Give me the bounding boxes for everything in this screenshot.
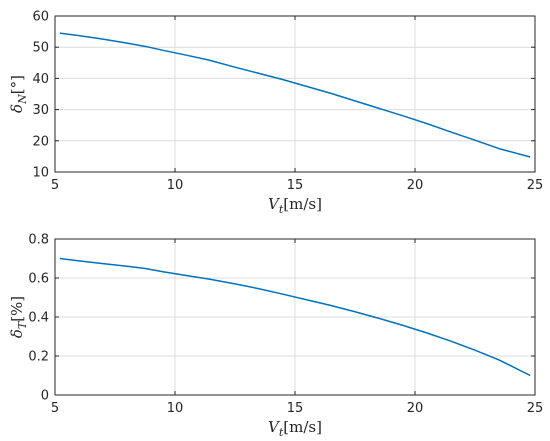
y-tick-label: 0.4	[28, 311, 49, 326]
y-tick-label: 60	[32, 10, 49, 25]
y-axis-label: δT[%]	[8, 296, 29, 338]
x-tick-label: 20	[407, 178, 424, 193]
axis-label-symbol: δ	[8, 329, 26, 338]
y-tick-label: 10	[32, 166, 49, 181]
axis-label-subscript: t	[279, 203, 284, 216]
x-tick-label: 5	[51, 401, 59, 416]
bottom-chart: 5 10 15 20 25 0 0.2 0.4 0.6 0.8 Vt[m/s] δT[%]	[8, 233, 543, 440]
axes-frame	[54, 15, 536, 173]
axis-label-subscript: N	[16, 94, 29, 105]
x-axis-label: Vt[m/s]	[268, 418, 322, 439]
y-axis-label: δN[°]	[8, 75, 29, 113]
axis-label-symbol: V	[268, 418, 281, 436]
axis-label-subscript: T	[16, 320, 29, 329]
y-tick-label: 0.8	[28, 233, 49, 248]
y-tick-label: 50	[32, 41, 49, 56]
axis-label-symbol: δ	[8, 104, 26, 113]
y-tick-label: 30	[32, 103, 49, 118]
axes-frame	[54, 238, 536, 396]
series-line	[59, 32, 531, 158]
x-tick-label: 25	[527, 178, 544, 193]
x-tick-label: 5	[51, 178, 59, 193]
series-line	[59, 257, 531, 377]
axis-label-symbol: V	[268, 195, 281, 213]
axis-label-unit: [°]	[8, 75, 26, 94]
axis-label-unit: [%]	[8, 296, 26, 322]
x-tick-label: 25	[527, 401, 544, 416]
y-tick-label: 20	[32, 134, 49, 149]
y-tick-label: 40	[32, 72, 49, 87]
axis-label-unit: [m/s]	[283, 418, 322, 436]
y-tick-label: 0	[41, 389, 49, 404]
x-axis-label: Vt[m/s]	[268, 195, 322, 216]
y-tick-label: 0.6	[28, 272, 49, 287]
y-tick-label: 0.2	[28, 350, 49, 365]
x-tick-label: 15	[287, 401, 304, 416]
x-tick-label: 10	[167, 178, 184, 193]
x-tick-label: 20	[407, 401, 424, 416]
x-tick-label: 10	[167, 401, 184, 416]
axis-label-unit: [m/s]	[283, 195, 322, 213]
axis-label-subscript: t	[279, 426, 284, 439]
x-tick-label: 15	[287, 178, 304, 193]
